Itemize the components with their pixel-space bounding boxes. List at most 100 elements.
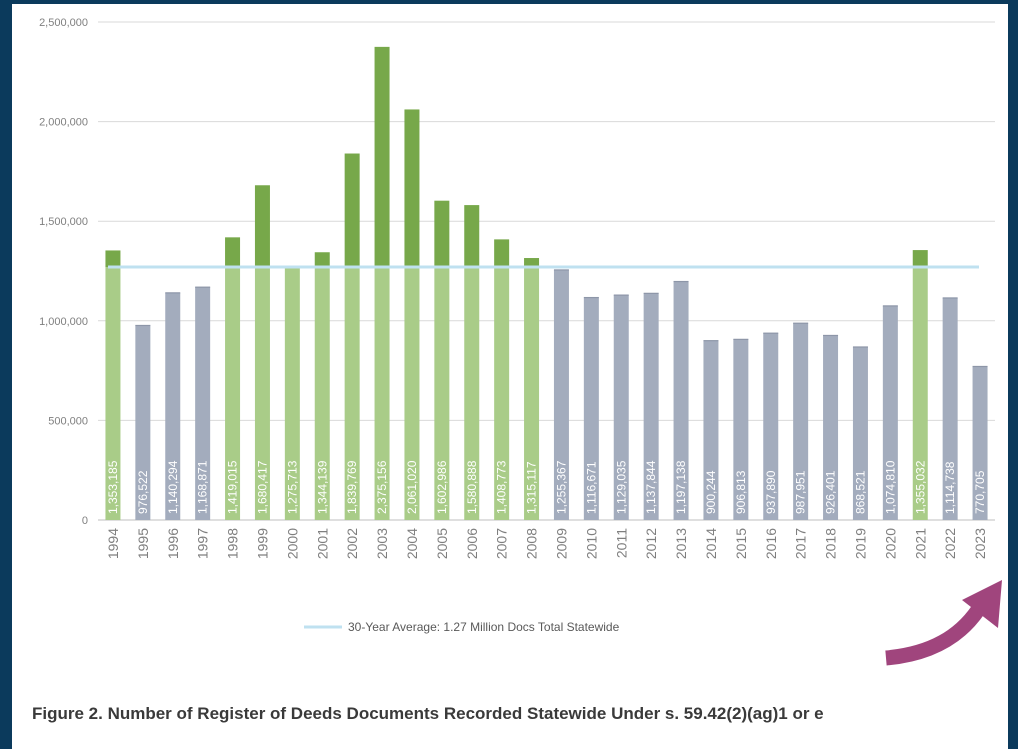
grid-lines — [98, 21, 995, 521]
bar-lower — [464, 267, 480, 520]
bar-value-label: 1,315,117 — [525, 461, 539, 514]
bar-upper — [314, 252, 330, 268]
bar-upper — [494, 239, 510, 268]
bar-value-label: 1,353,185 — [106, 460, 120, 514]
x-tick-label: 1999 — [254, 528, 270, 559]
arrow-annotation — [885, 580, 1002, 666]
bar-lower — [434, 267, 450, 520]
y-axis-tick-labels: 0 500,000 1,000,000 1,500,000 2,000,000 2,500… — [39, 17, 88, 527]
bar — [852, 346, 868, 520]
bar-value-label: 2,061,020 — [405, 460, 419, 514]
x-tick-label: 2011 — [613, 528, 629, 558]
bar — [195, 287, 211, 520]
x-tick-label: 2020 — [882, 528, 898, 559]
bar-lower — [524, 267, 540, 520]
bar — [942, 297, 958, 520]
bar-value-label: 1,140,294 — [166, 460, 180, 514]
bar-value-label: 1,839,769 — [345, 460, 359, 514]
x-tick-label: 1998 — [225, 528, 241, 559]
bar-value-label: 2,375,156 — [375, 460, 389, 514]
bar-value-label: 1,074,810 — [883, 460, 897, 514]
bar-value-label: 1,680,417 — [255, 460, 269, 514]
bar-value-labels: 1,353,185 976,522 1,140,294 1,168,871 1,419,… — [106, 460, 987, 514]
x-tick-label: 2021 — [912, 528, 928, 559]
x-tick-label: 2008 — [524, 528, 540, 559]
bars — [105, 46, 988, 520]
bar — [613, 295, 629, 520]
bar — [763, 333, 779, 520]
bar-value-label: 1,116,671 — [584, 461, 598, 514]
bar-value-label: 1,580,888 — [465, 460, 479, 514]
bar — [165, 292, 181, 520]
x-tick-label: 2003 — [374, 528, 390, 559]
bar-lower — [254, 267, 270, 520]
bar-value-label: 1,255,367 — [554, 460, 568, 514]
x-tick-label: 2000 — [284, 528, 300, 559]
legend-label: 30-Year Average: 1.27 Million Docs Total… — [348, 620, 620, 634]
y-tick-label: 2,500,000 — [39, 17, 88, 29]
arrow-head — [962, 580, 1002, 628]
x-tick-label: 2002 — [344, 528, 360, 559]
x-tick-label: 1997 — [195, 528, 211, 559]
bar-upper — [524, 258, 540, 268]
x-tick-label: 2018 — [823, 528, 839, 559]
bar-upper — [404, 109, 420, 268]
bar-lower — [912, 267, 928, 520]
x-tick-label: 2023 — [972, 528, 988, 559]
bar-lower — [105, 267, 121, 520]
y-tick-label: 1,000,000 — [39, 316, 88, 328]
legend: 30-Year Average: 1.27 Million Docs Total… — [304, 620, 620, 634]
x-tick-label: 1994 — [105, 528, 121, 559]
x-tick-label: 1996 — [165, 528, 181, 559]
bar-upper — [374, 46, 390, 268]
bar-upper — [912, 250, 928, 268]
bar-value-label: 1,602,986 — [435, 460, 449, 514]
x-tick-label: 2019 — [852, 528, 868, 559]
bar-value-label: 937,890 — [764, 470, 778, 514]
bar-upper — [105, 250, 121, 268]
x-tick-label: 2013 — [673, 528, 689, 559]
x-tick-label: 2012 — [643, 528, 659, 559]
bar-value-label: 906,813 — [734, 470, 748, 514]
x-tick-label: 2001 — [314, 528, 330, 559]
bar — [733, 339, 749, 520]
bar-lower — [284, 267, 300, 520]
bar — [135, 325, 151, 520]
x-tick-label: 2015 — [733, 528, 749, 559]
bar-value-label: 868,521 — [853, 470, 867, 514]
bar — [643, 293, 659, 520]
bar-lower — [494, 267, 510, 520]
bar-upper — [464, 205, 480, 268]
bar-lower — [225, 267, 241, 520]
bar-value-label: 1,355,032 — [913, 460, 927, 514]
bar-value-label: 1,408,773 — [495, 460, 509, 514]
bar-value-label: 1,168,871 — [196, 460, 210, 514]
x-tick-label: 2022 — [942, 528, 958, 559]
bar-value-label: 770,705 — [973, 470, 987, 514]
bar-value-label: 1,275,713 — [285, 460, 299, 514]
bar-value-label: 987,951 — [794, 470, 808, 514]
x-tick-label: 2016 — [763, 528, 779, 559]
bar-value-label: 1,129,035 — [614, 460, 628, 514]
x-axis-tick-labels: 1994 1995 1996 1997 1998 1999 2000 2001 2002 2003… — [105, 528, 988, 559]
figure-frame: 0 500,000 1,000,000 1,500,000 2,000,000 2,500… — [12, 4, 1008, 749]
x-tick-label: 2007 — [494, 528, 510, 559]
x-tick-label: 2006 — [464, 528, 480, 559]
bar — [703, 340, 719, 520]
bar — [823, 335, 839, 520]
bar-lower — [314, 267, 330, 520]
bar-value-label: 1,137,844 — [644, 460, 658, 514]
bar-value-label: 1,197,138 — [674, 460, 688, 514]
x-tick-label: 2009 — [553, 528, 569, 559]
bar-value-label: 900,244 — [704, 470, 718, 514]
x-tick-label: 2004 — [404, 528, 420, 559]
bar-lower — [404, 267, 420, 520]
bar — [972, 366, 988, 520]
bar-upper — [225, 237, 241, 268]
bar-upper — [254, 185, 270, 268]
bar-value-label: 976,522 — [136, 470, 150, 514]
y-tick-label: 1,500,000 — [39, 216, 88, 228]
bar-upper — [344, 153, 360, 268]
x-tick-label: 2014 — [703, 528, 719, 559]
bar-lower — [344, 267, 360, 520]
